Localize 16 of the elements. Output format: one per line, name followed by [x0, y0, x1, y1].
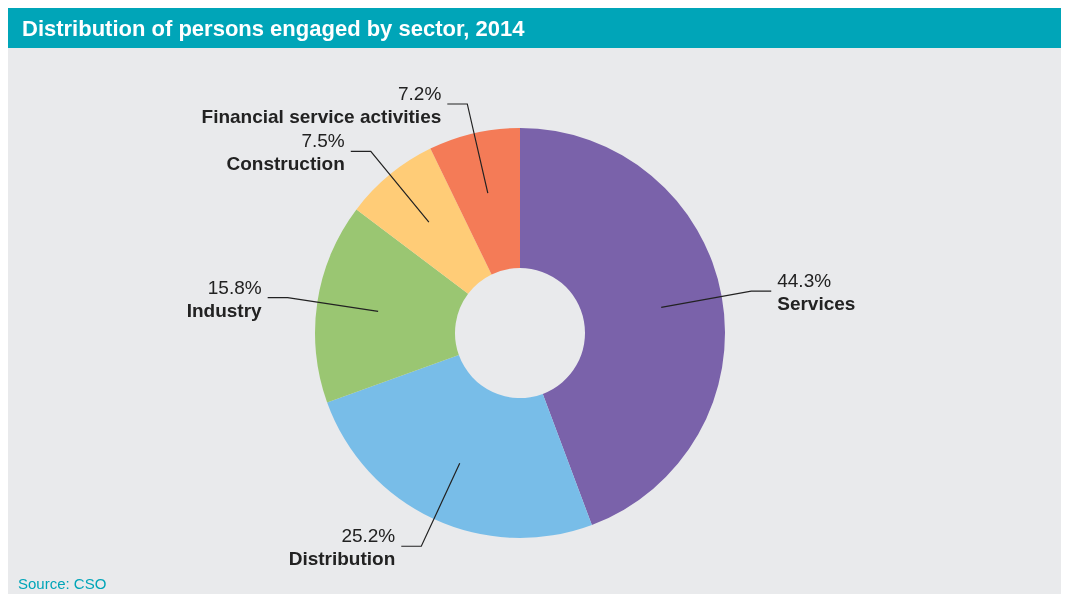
slice-label: Services — [777, 293, 856, 315]
donut-slice — [315, 209, 469, 403]
data-label: 7.5% — [301, 130, 345, 152]
source-note: Source: CSO — [18, 575, 107, 592]
data-label: 7.2% — [397, 82, 442, 104]
donut-slice — [520, 128, 725, 525]
slice-label: Industry — [186, 299, 263, 321]
donut-slice — [356, 148, 492, 294]
slice-label: Construction — [226, 153, 345, 175]
slice-label: Distribution — [288, 548, 396, 570]
chart-title: Distribution of persons engaged by sector, 2014 — [8, 8, 1061, 48]
data-label: 44.3% — [777, 270, 832, 292]
data-label: 15.8% — [207, 276, 262, 298]
donut-slice — [430, 128, 520, 275]
data-label: 25.2% — [341, 525, 396, 547]
slice-label: Financial service activities — [201, 105, 442, 127]
